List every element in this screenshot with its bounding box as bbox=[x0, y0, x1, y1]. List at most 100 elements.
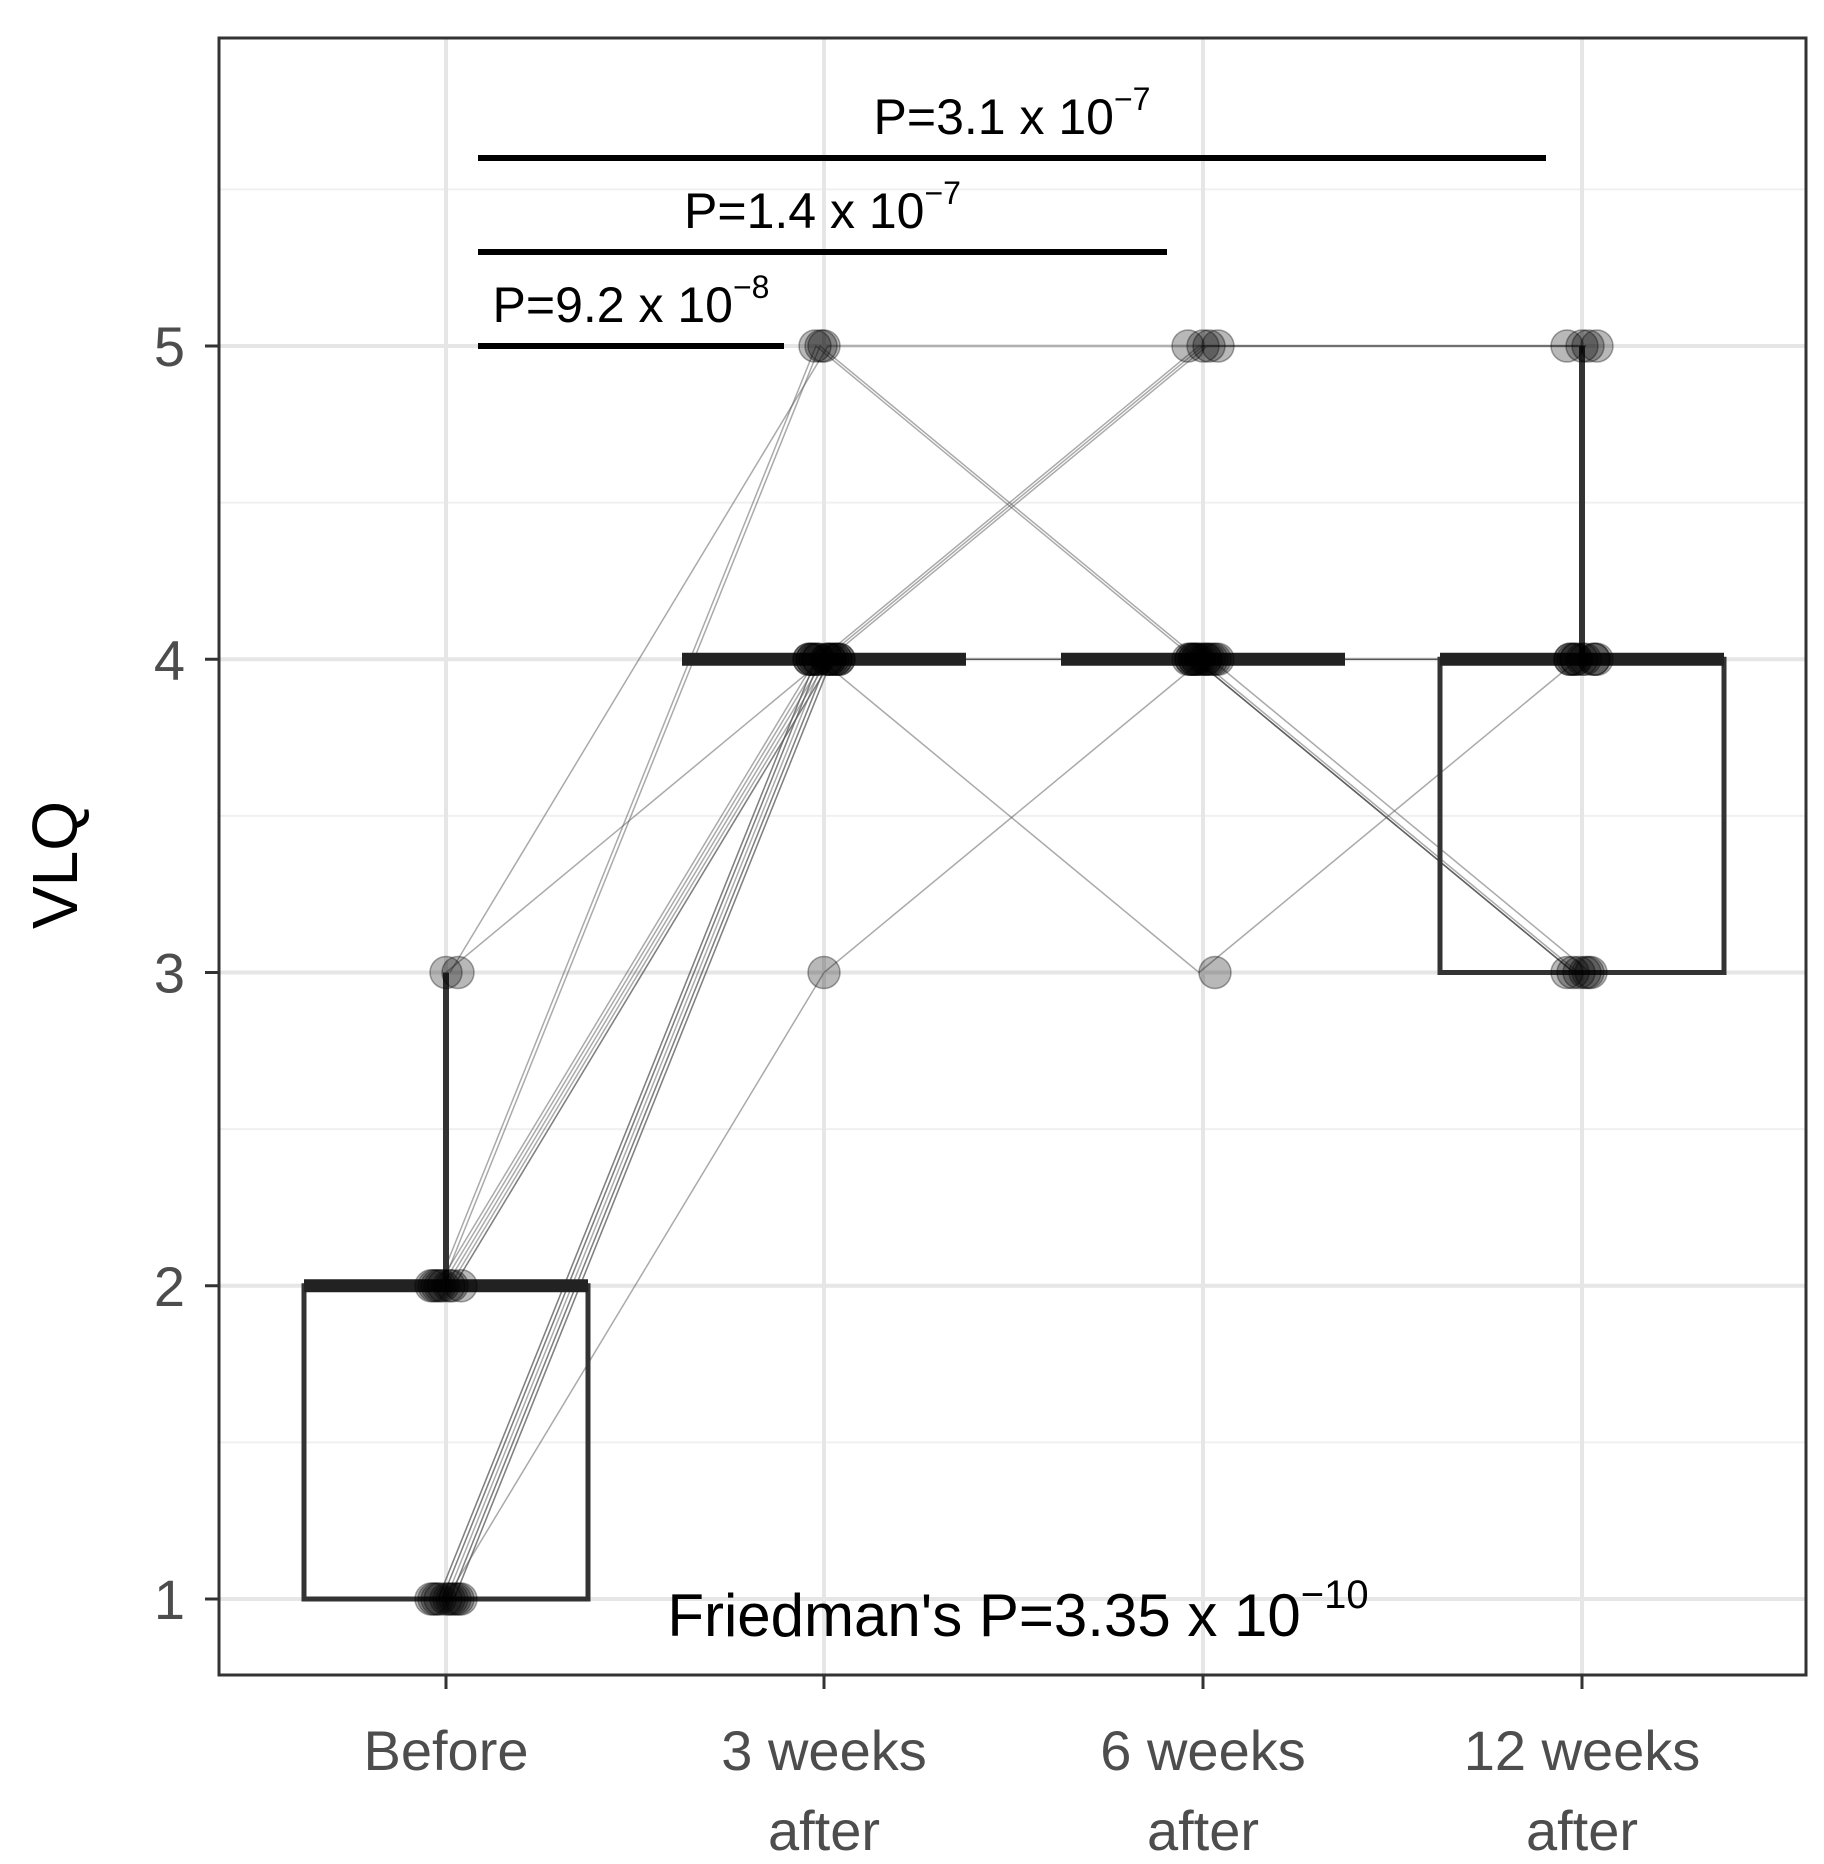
data-point bbox=[810, 642, 844, 676]
data-point bbox=[1553, 642, 1587, 676]
data-point bbox=[813, 642, 847, 676]
data-point bbox=[1580, 329, 1614, 363]
data-point bbox=[1577, 642, 1611, 676]
data-point bbox=[822, 642, 856, 676]
comparison-label: P=3.1 x 10−7 bbox=[874, 81, 1151, 145]
data-point bbox=[1556, 955, 1590, 990]
data-point bbox=[1192, 642, 1226, 676]
data-point bbox=[807, 329, 841, 363]
data-point bbox=[1201, 642, 1235, 676]
data-point bbox=[1180, 642, 1214, 676]
comparison-label: P=1.4 x 10−7 bbox=[684, 175, 961, 239]
data-point bbox=[1571, 329, 1605, 363]
x-tick-label-line2: after bbox=[1526, 1799, 1638, 1862]
data-point bbox=[1195, 642, 1229, 676]
data-point bbox=[819, 642, 853, 676]
data-point bbox=[441, 1582, 475, 1616]
data-point bbox=[1180, 642, 1214, 676]
data-point bbox=[417, 1582, 451, 1616]
data-point bbox=[813, 642, 847, 676]
data-point bbox=[414, 1269, 448, 1303]
boxplots bbox=[301, 346, 1727, 1602]
data-point bbox=[1559, 642, 1593, 676]
data-point bbox=[795, 642, 829, 676]
data-point bbox=[429, 1582, 463, 1616]
data-point bbox=[804, 329, 838, 363]
data-point bbox=[792, 642, 826, 676]
x-tick-label-line2: after bbox=[1147, 1799, 1259, 1862]
data-point bbox=[435, 1269, 469, 1303]
data-point bbox=[801, 642, 835, 676]
data-point bbox=[1577, 642, 1611, 676]
data-point bbox=[429, 955, 463, 990]
data-point bbox=[1559, 642, 1593, 676]
data-point bbox=[1201, 329, 1235, 363]
data-point bbox=[1189, 642, 1223, 676]
data-point bbox=[435, 1582, 469, 1616]
data-point bbox=[798, 642, 832, 676]
data-point bbox=[810, 642, 844, 676]
x-tick-label: 12 weeks bbox=[1464, 1719, 1701, 1782]
plot-panel-border bbox=[217, 36, 1808, 1677]
data-point bbox=[1550, 329, 1584, 363]
subject-line bbox=[453, 658, 1590, 1287]
data-point bbox=[822, 642, 856, 676]
y-axis-title: VLQ bbox=[19, 801, 91, 929]
data-point bbox=[801, 642, 835, 676]
data-point bbox=[426, 1269, 460, 1303]
data-point bbox=[1565, 642, 1599, 676]
annotations: P=9.2 x 10−8 P=1.4 x 10−7 P=3.1 x 10−7 Frie… bbox=[478, 81, 1546, 1649]
x-tick-label: 6 weeks bbox=[1100, 1719, 1305, 1782]
data-point bbox=[1565, 329, 1599, 363]
data-point bbox=[798, 329, 832, 363]
data-point bbox=[441, 955, 475, 990]
data-points bbox=[414, 329, 1614, 1616]
y-tick-label: 2 bbox=[154, 1255, 185, 1318]
data-point bbox=[1568, 955, 1602, 990]
friedman-test-label: Friedman's P=3.35 x 10−10 bbox=[667, 1573, 1368, 1649]
y-tick-label: 3 bbox=[154, 942, 185, 1005]
data-point bbox=[420, 1269, 454, 1303]
data-point bbox=[1571, 955, 1605, 990]
data-point bbox=[1556, 642, 1590, 676]
data-point bbox=[1177, 642, 1211, 676]
data-point bbox=[792, 642, 826, 676]
data-point bbox=[1550, 955, 1584, 990]
data-point bbox=[1177, 642, 1211, 676]
data-point bbox=[1183, 642, 1217, 676]
data-point bbox=[432, 1269, 466, 1303]
subject-line bbox=[449, 345, 1586, 973]
data-point bbox=[432, 1582, 466, 1616]
x-tick-label: Before bbox=[364, 1719, 529, 1782]
data-point bbox=[1189, 642, 1223, 676]
data-point bbox=[1192, 329, 1226, 363]
data-point bbox=[438, 1582, 472, 1616]
data-point bbox=[1186, 642, 1220, 676]
comparison-label: P=9.2 x 10−8 bbox=[493, 269, 770, 333]
data-point bbox=[1198, 955, 1232, 990]
y-tick-label: 1 bbox=[154, 1568, 185, 1631]
data-point bbox=[1198, 642, 1232, 676]
data-point bbox=[444, 1269, 478, 1303]
data-point bbox=[1553, 642, 1587, 676]
data-point bbox=[1174, 642, 1208, 676]
data-point bbox=[423, 1582, 457, 1616]
axes: 1 2 3 4 5 Before 3 weeks after 6 weeks after 12 we… bbox=[154, 315, 1700, 1862]
subject-lines bbox=[437, 344, 1591, 1600]
data-point bbox=[1174, 642, 1208, 676]
data-point bbox=[1580, 642, 1614, 676]
x-tick-label: 3 weeks bbox=[721, 1719, 926, 1782]
y-tick-label: 4 bbox=[154, 628, 185, 691]
x-tick-label-line2: after bbox=[768, 1799, 880, 1862]
data-point bbox=[795, 642, 829, 676]
data-point bbox=[1171, 642, 1205, 676]
subject-line bbox=[441, 658, 1579, 1600]
data-point bbox=[423, 1269, 457, 1303]
data-point bbox=[1574, 955, 1608, 990]
data-point bbox=[444, 1582, 478, 1616]
data-point bbox=[414, 1582, 448, 1616]
data-point bbox=[819, 642, 853, 676]
data-point bbox=[1568, 642, 1602, 676]
data-point bbox=[420, 1582, 454, 1616]
